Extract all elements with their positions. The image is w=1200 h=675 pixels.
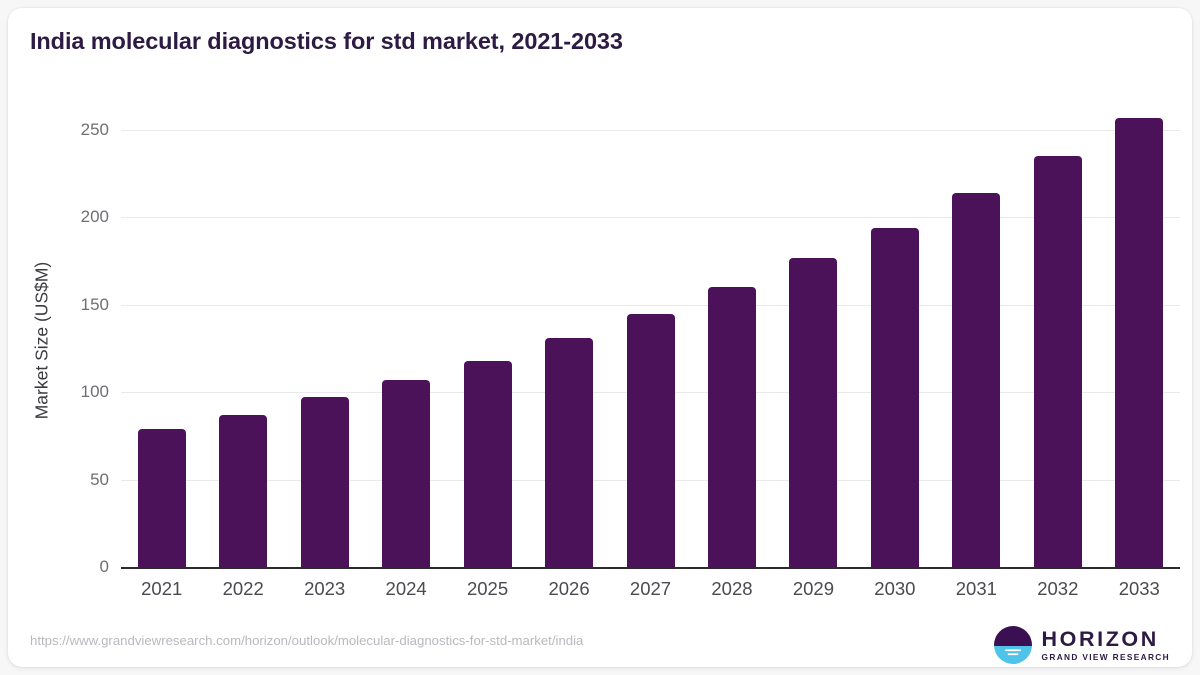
bar[interactable] (707, 287, 756, 567)
bar[interactable] (626, 313, 675, 567)
page-title: India molecular diagnostics for std mark… (30, 28, 623, 54)
y-tick-label: 100 (80, 382, 109, 402)
bar[interactable] (870, 227, 919, 567)
x-tick-label: 2026 (548, 578, 590, 599)
x-tick-label: 2024 (385, 578, 427, 599)
y-tick-label: 0 (99, 557, 109, 576)
x-tick-label: 2032 (1037, 578, 1079, 599)
bar[interactable] (137, 428, 186, 567)
bar[interactable] (300, 397, 349, 567)
y-tick-label: 250 (80, 120, 109, 139)
x-tick-label: 2021 (141, 578, 183, 599)
bar[interactable] (463, 360, 512, 567)
logo-text: HORIZON GRAND VIEW RESEARCH (1041, 626, 1170, 663)
horizon-logo[interactable]: HORIZON GRAND VIEW RESEARCH (993, 624, 1170, 666)
y-tick-label: 150 (80, 294, 109, 314)
x-tick-label: 2028 (711, 578, 753, 599)
y-axis-tick-labels: 0 50 100 150 200 250 (8, 8, 109, 667)
logo-wordmark: HORIZON (1041, 626, 1159, 651)
y-tick-label: 50 (90, 469, 109, 489)
x-tick-label: 2031 (955, 578, 997, 599)
gridline (121, 130, 1180, 131)
x-tick-label: 2033 (1118, 578, 1160, 599)
x-axis-line (121, 567, 1180, 569)
x-tick-label: 2027 (629, 578, 672, 599)
gridline (121, 304, 1180, 306)
x-tick-label: 2029 (792, 578, 834, 599)
horizon-sun-circle-icon (993, 625, 1033, 665)
logo-tagline: GRAND VIEW RESEARCH (1041, 652, 1170, 663)
gridline (121, 217, 1180, 219)
bar[interactable] (382, 379, 431, 567)
x-tick-label: 2022 (222, 578, 264, 599)
bar[interactable] (789, 257, 838, 567)
x-tick-label: 2030 (874, 578, 916, 599)
source-url[interactable]: https://www.grandviewresearch.com/horizo… (30, 633, 584, 648)
bar[interactable] (545, 338, 594, 567)
bar[interactable] (1033, 156, 1082, 567)
x-tick-label: 2023 (304, 578, 346, 599)
bar[interactable] (1115, 117, 1164, 567)
y-tick-label: 200 (80, 207, 109, 227)
chart-card: India molecular diagnostics for std mark… (8, 8, 1192, 667)
y-axis-title: Market Size (US$M) (31, 261, 52, 420)
bar[interactable] (952, 192, 1001, 567)
x-tick-label: 2025 (466, 578, 509, 599)
bar[interactable] (219, 414, 268, 567)
